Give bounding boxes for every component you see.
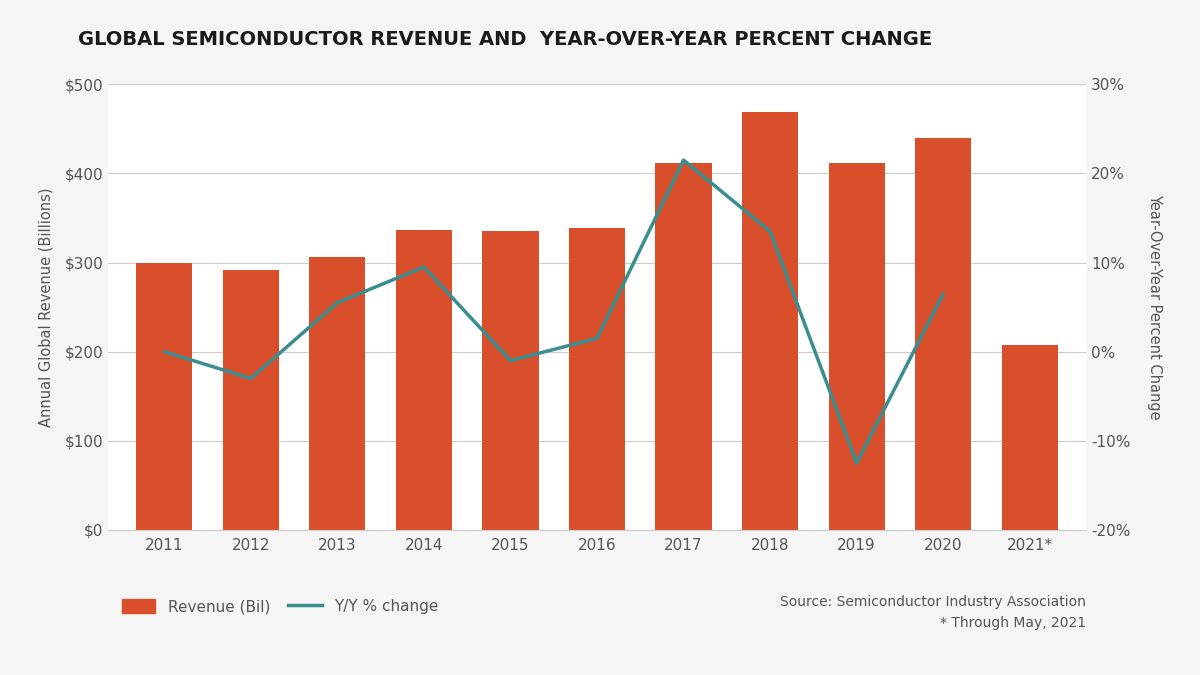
Legend: Revenue (Bil), Y/Y % change: Revenue (Bil), Y/Y % change bbox=[115, 593, 445, 620]
Y-axis label: Year-Over-Year Percent Change: Year-Over-Year Percent Change bbox=[1147, 194, 1162, 420]
Bar bbox=[396, 230, 452, 530]
Text: * Through May, 2021: * Through May, 2021 bbox=[940, 616, 1086, 630]
Text: GLOBAL SEMICONDUCTOR REVENUE AND  YEAR-OVER-YEAR PERCENT CHANGE: GLOBAL SEMICONDUCTOR REVENUE AND YEAR-OV… bbox=[78, 30, 932, 49]
Bar bbox=[1002, 346, 1058, 530]
Bar bbox=[828, 163, 884, 530]
Bar bbox=[223, 270, 278, 530]
Y-axis label: Annual Global Revenue (Billions): Annual Global Revenue (Billions) bbox=[38, 188, 53, 427]
Text: Source: Semiconductor Industry Association: Source: Semiconductor Industry Associati… bbox=[780, 595, 1086, 610]
Bar bbox=[136, 263, 192, 530]
Bar bbox=[916, 138, 971, 530]
Bar bbox=[482, 232, 539, 530]
Bar bbox=[742, 112, 798, 530]
Bar bbox=[655, 163, 712, 530]
Bar bbox=[310, 257, 366, 530]
Bar bbox=[569, 228, 625, 530]
